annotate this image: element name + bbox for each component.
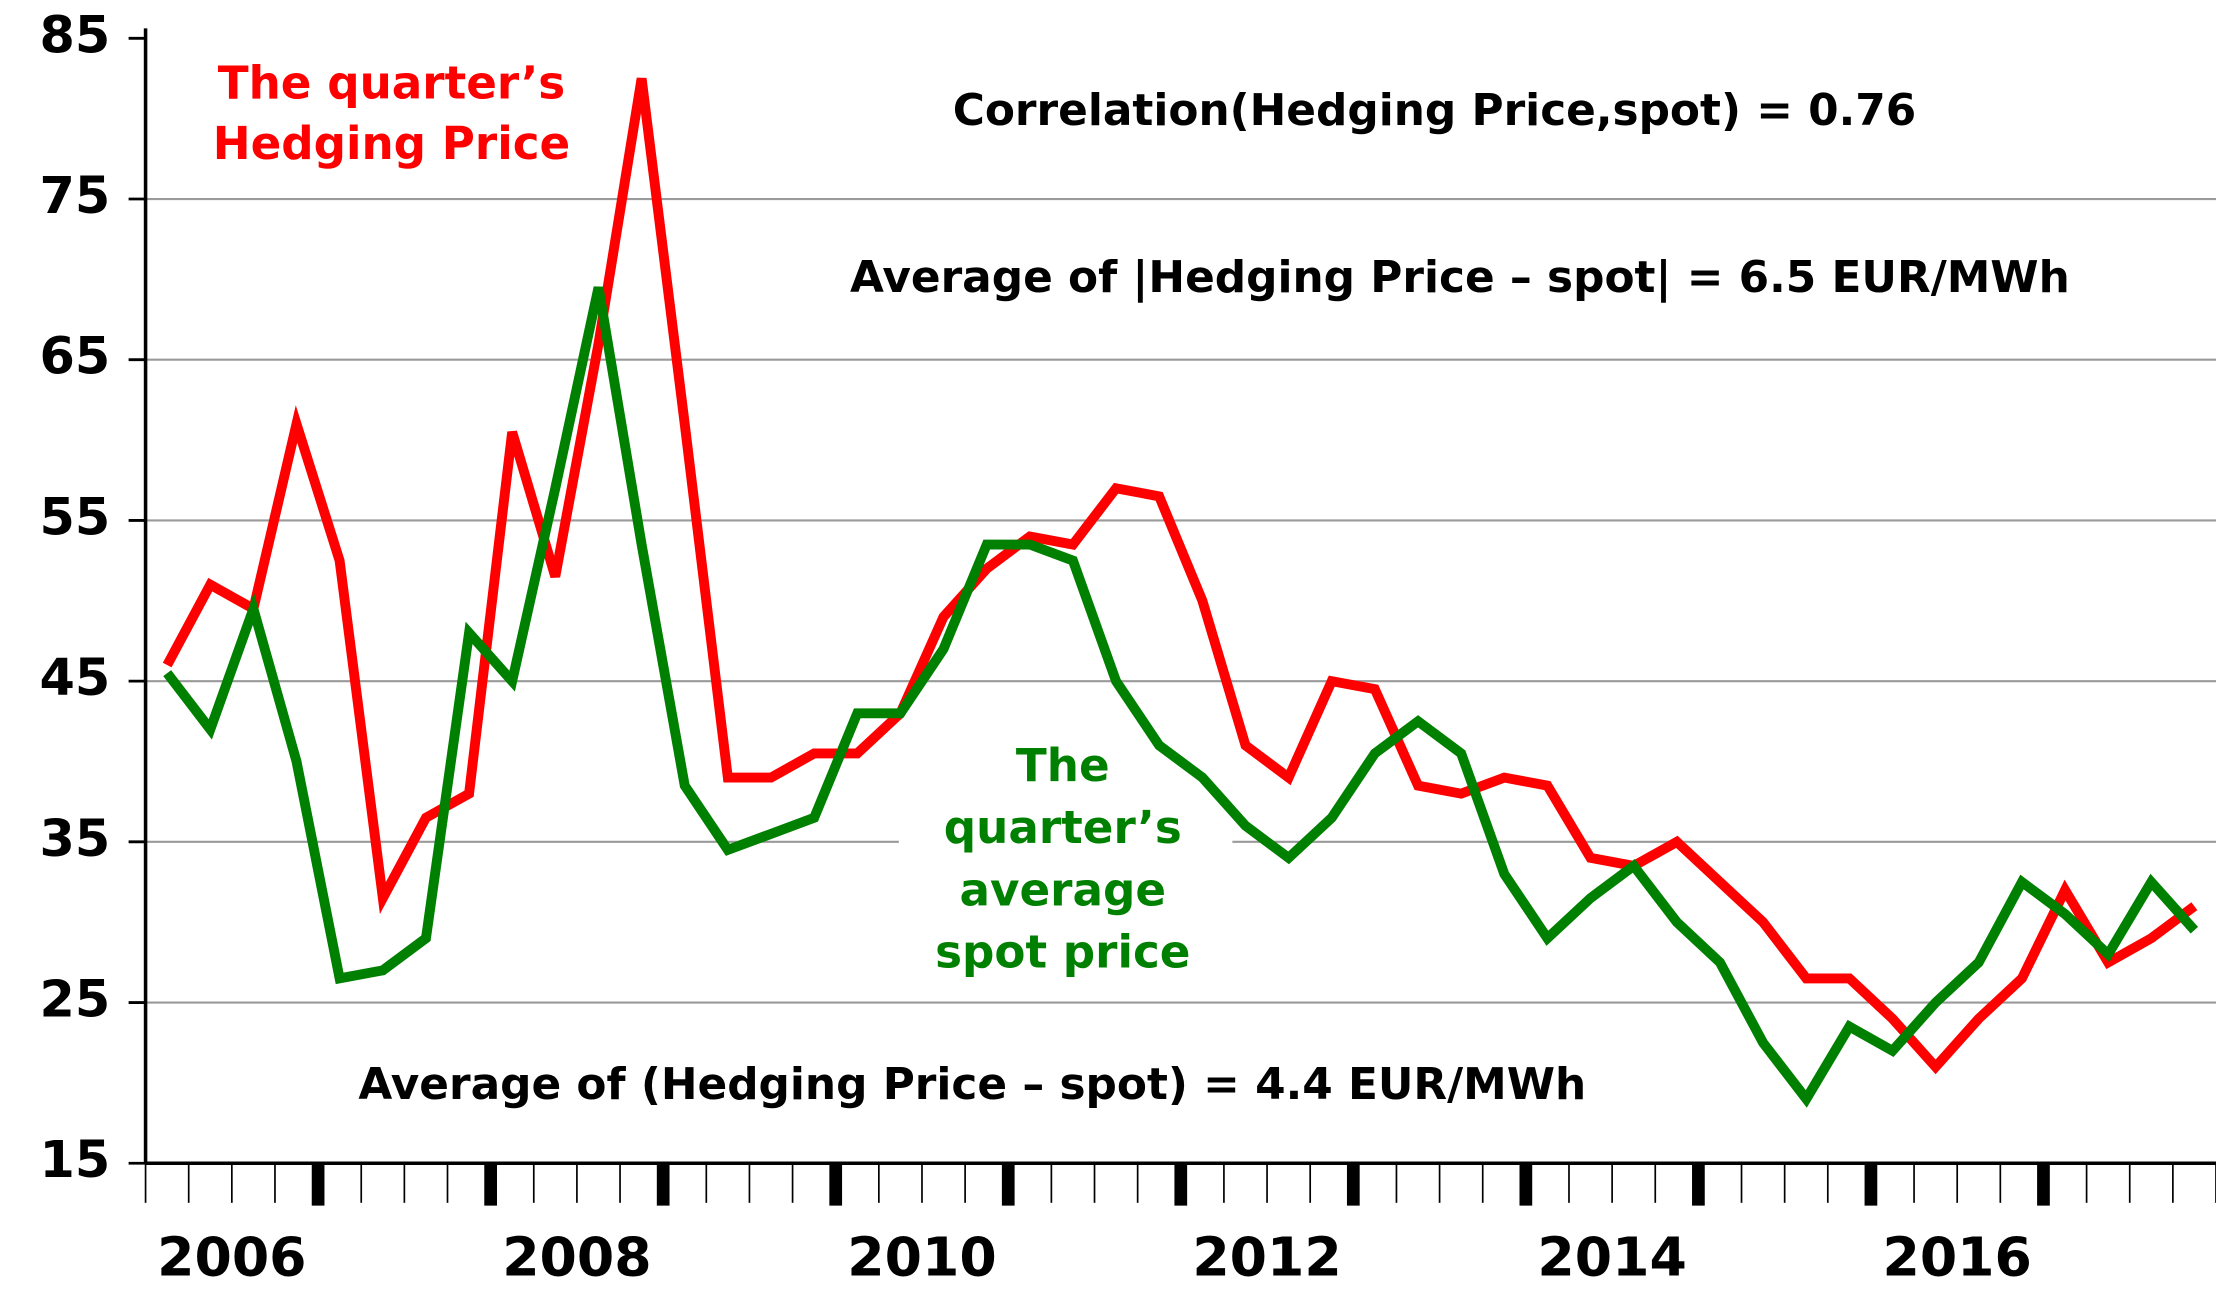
x-tick-label: 2014 [1537, 1225, 1686, 1288]
x-tick-label: 2008 [502, 1225, 651, 1288]
annotation: Correlation(Hedging Price,spot) = 0.76 [953, 85, 1917, 136]
x-tick-label: 2010 [847, 1225, 996, 1288]
y-tick-label: 55 [39, 487, 110, 546]
y-tick-label: 25 [39, 970, 110, 1029]
y-tick-label: 85 [39, 5, 110, 64]
y-tick-label: 35 [39, 809, 110, 868]
annotation: spot price [935, 926, 1190, 979]
annotation: Average of (Hedging Price – spot) = 4.4 … [358, 1059, 1586, 1110]
y-tick-label: 15 [39, 1130, 110, 1189]
annotation: quarter’s [944, 801, 1182, 854]
annotation: Hedging Price [213, 117, 570, 170]
y-tick-label: 65 [39, 327, 110, 386]
annotation: The quarter’s [218, 56, 565, 109]
label-background [898, 735, 1233, 990]
y-tick-label: 75 [39, 166, 110, 225]
x-tick-label: 2006 [157, 1225, 306, 1288]
y-tick-label: 45 [39, 648, 110, 707]
x-tick-label: 2016 [1882, 1225, 2031, 1288]
annotation: average [960, 863, 1167, 916]
series-line [163, 286, 2199, 1108]
annotation: The [1016, 739, 1110, 792]
x-tick-label: 2012 [1192, 1225, 1341, 1288]
series-line [162, 77, 2198, 1075]
annotation: Average of |Hedging Price – spot| = 6.5 … [850, 252, 2070, 303]
